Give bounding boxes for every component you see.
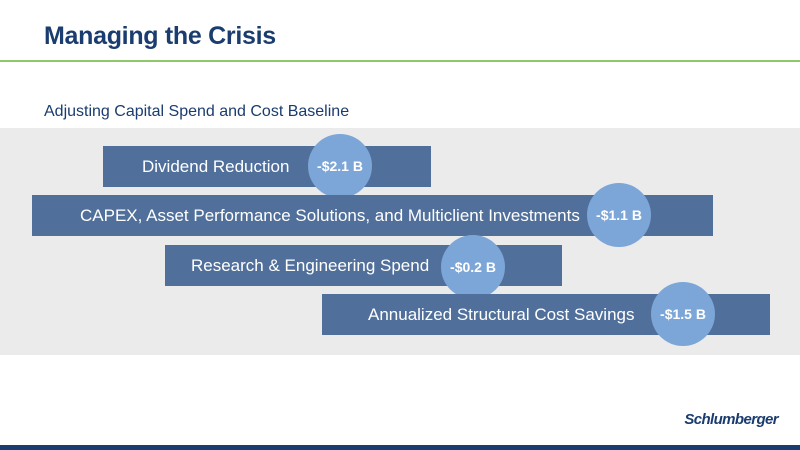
bar-dividend-reduction: Dividend Reduction — [103, 146, 431, 187]
value-bubble-dividend: -$2.1 B — [308, 134, 372, 198]
slide-title: Managing the Crisis — [44, 22, 276, 50]
bar-label: Dividend Reduction — [142, 157, 290, 176]
footer-bar — [0, 445, 800, 450]
bubble-value: -$1.5 B — [660, 306, 706, 322]
value-bubble-savings: -$1.5 B — [651, 282, 715, 346]
slide-subtitle: Adjusting Capital Spend and Cost Baselin… — [44, 103, 350, 120]
bubble-value: -$1.1 B — [596, 207, 642, 223]
bar-label: Research & Engineering Spend — [191, 256, 430, 275]
value-bubble-research: -$0.2 B — [441, 235, 505, 299]
bubble-value: -$0.2 B — [450, 259, 496, 275]
bar-label: Annualized Structural Cost Savings — [368, 305, 635, 324]
bar-label: CAPEX, Asset Performance Solutions, and … — [80, 206, 580, 225]
bubble-value: -$2.1 B — [317, 158, 363, 174]
value-bubble-capex: -$1.1 B — [587, 183, 651, 247]
company-logo: Schlumberger — [684, 411, 778, 428]
title-divider — [0, 60, 800, 62]
